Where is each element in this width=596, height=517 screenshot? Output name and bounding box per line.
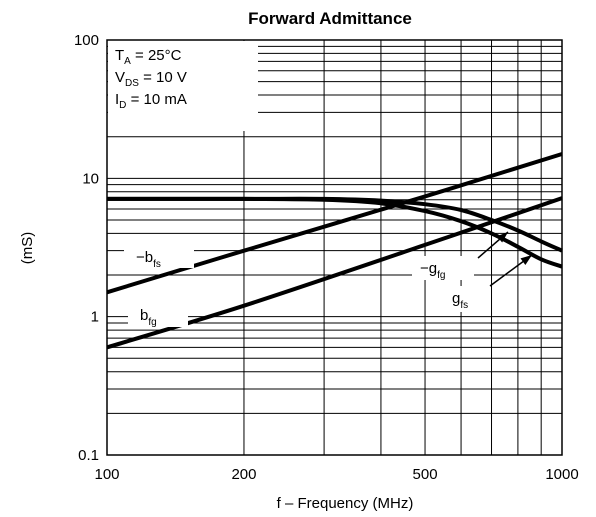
series-label: bfg <box>140 307 157 328</box>
y-tick-label: 1 <box>91 309 99 326</box>
tick-labels: 100 200 500 1000 0.1 1 10 100 <box>74 32 579 483</box>
y-tick-label: 100 <box>74 32 99 49</box>
condition-line: TA = 25°C <box>115 47 182 67</box>
arrowhead <box>496 232 508 243</box>
series-line <box>106 196 563 269</box>
curves <box>106 152 563 350</box>
condition-line: ID = 10 mA <box>115 91 187 111</box>
curve-label-background <box>128 303 188 327</box>
plot-frame <box>106 39 563 456</box>
curve-labels: −bfs bfg −gfg gfs <box>124 231 533 328</box>
series-label: −gfg <box>420 260 445 281</box>
series-label: −bfs <box>136 249 161 270</box>
x-tick-label: 1000 <box>545 466 578 483</box>
x-tick-label: 100 <box>94 466 119 483</box>
conditions-background <box>108 41 258 131</box>
series-line <box>106 196 563 350</box>
chart-title: Forward Admittance <box>248 9 412 28</box>
series-label: gfs <box>452 290 468 311</box>
y-axis-label: (mS) <box>19 232 36 265</box>
y-tick-label: 0.1 <box>78 447 99 464</box>
curve-label-background <box>412 256 474 280</box>
curve-label-background <box>124 244 194 268</box>
x-tick-label: 200 <box>231 466 256 483</box>
condition-line: VDS = 10 V <box>115 69 187 89</box>
y-tick-label: 10 <box>82 170 99 187</box>
arrowhead <box>520 255 532 266</box>
curve-label-background <box>444 286 490 312</box>
x-axis-label: f – Frequency (MHz) <box>277 495 414 512</box>
x-tick-label: 500 <box>413 466 438 483</box>
series-line <box>106 152 563 295</box>
